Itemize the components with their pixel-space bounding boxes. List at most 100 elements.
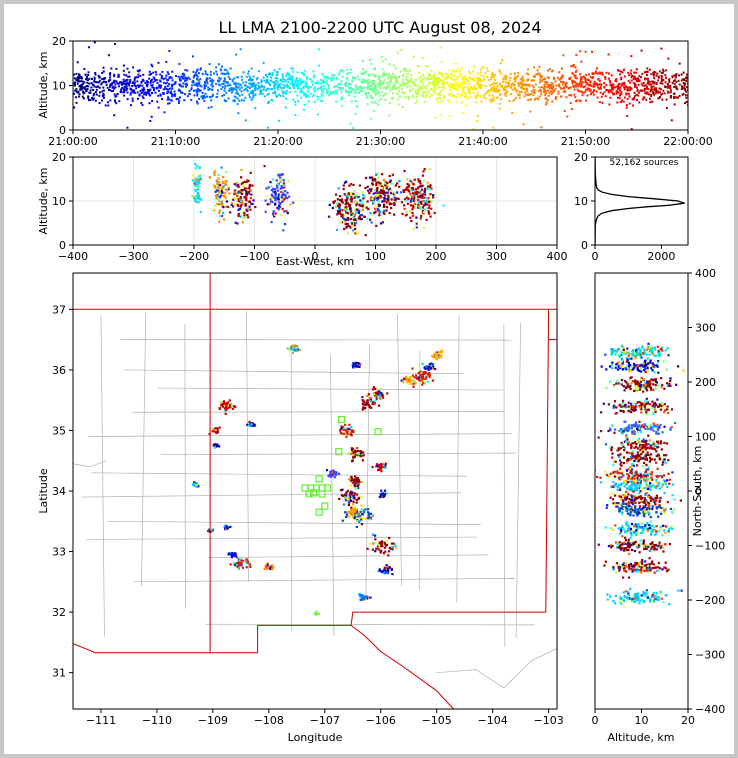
time-altitude-source (459, 73, 462, 76)
time-altitude-source (353, 89, 356, 92)
ew-source (214, 190, 217, 193)
ew-source (194, 190, 197, 193)
time-altitude-source (101, 81, 104, 84)
time-altitude-source (418, 72, 421, 75)
time-altitude-source (167, 96, 170, 99)
time-altitude-source (490, 73, 493, 76)
time-altitude-source (178, 102, 180, 105)
time-altitude-source (615, 78, 618, 81)
time-altitude-source (304, 92, 307, 95)
time-altitude-source (463, 86, 466, 89)
time-altitude-source (669, 84, 672, 87)
time-altitude-source (623, 96, 626, 99)
time-altitude-source (461, 86, 464, 89)
ew-source (349, 207, 352, 210)
ew-source (274, 212, 277, 215)
time-altitude-source (568, 94, 571, 97)
map-source (350, 429, 353, 432)
time-altitude-source (673, 74, 676, 77)
ew-source (220, 187, 223, 190)
time-altitude-source (263, 79, 266, 82)
time-altitude-source (520, 81, 523, 84)
time-altitude-source (146, 85, 149, 88)
time-altitude-source (457, 93, 459, 96)
time-altitude-source (458, 69, 461, 72)
time-altitude-source (378, 76, 381, 78)
time-altitude-source (511, 88, 514, 91)
time-altitude-source (338, 82, 341, 85)
time-altitude-source (536, 73, 539, 76)
time-altitude-source (683, 87, 686, 90)
county-border (436, 648, 557, 689)
time-altitude-source (233, 95, 236, 98)
ew-source (250, 193, 253, 196)
county-border (330, 354, 335, 637)
time-altitude-source (89, 91, 92, 94)
ew-source (393, 213, 396, 216)
time-altitude-source (84, 88, 87, 91)
time-altitude-source (94, 99, 97, 102)
time-altitude-sources (73, 41, 688, 130)
time-altitude-source (591, 91, 594, 94)
time-altitude-source (417, 89, 420, 92)
time-altitude-source (481, 84, 484, 87)
ew-source (419, 180, 422, 183)
time-altitude-source (540, 80, 543, 83)
map-source (348, 501, 351, 504)
time-altitude-source (671, 75, 674, 78)
time-altitude-source (107, 80, 110, 83)
time-altitude-source (414, 102, 417, 105)
map-source (237, 562, 240, 565)
time-altitude-source (539, 88, 542, 91)
time-altitude-source (365, 92, 368, 95)
time-altitude-source (276, 73, 279, 76)
ew-source (390, 198, 393, 201)
time-altitude-source (320, 82, 322, 85)
ns-source (628, 386, 631, 389)
ew-source (414, 188, 418, 191)
ew-source (279, 187, 282, 190)
map-source (354, 364, 357, 367)
time-altitude-source (103, 77, 106, 80)
time-altitude-source (311, 83, 314, 86)
map-source (388, 546, 391, 549)
time-altitude-source (506, 90, 509, 93)
time-altitude-source (369, 88, 372, 91)
time-altitude-source (525, 87, 528, 90)
time-altitude-source (622, 100, 625, 103)
map-source (352, 456, 355, 459)
time-altitude-source (158, 84, 161, 87)
time-altitude-source (450, 72, 453, 75)
ew-source (347, 192, 350, 195)
time-altitude-source (172, 94, 175, 97)
ew-source (366, 185, 369, 188)
time-altitude-source (646, 77, 649, 80)
time-altitude-source (682, 71, 685, 74)
time-altitude-source (319, 78, 322, 81)
ew-source (268, 202, 271, 205)
map-source (355, 361, 358, 364)
map-source (403, 377, 406, 380)
map-source (385, 567, 388, 570)
time-altitude-source (223, 77, 226, 80)
map-source (354, 515, 358, 518)
time-altitude-source (312, 88, 315, 91)
time-altitude-source (239, 48, 242, 51)
time-altitude-source (275, 95, 278, 97)
time-altitude-source (204, 80, 206, 83)
time-altitude-source (630, 87, 633, 90)
map-source (232, 554, 235, 557)
ew-source (281, 186, 284, 190)
time-altitude-source (204, 92, 207, 95)
time-altitude-source (575, 53, 578, 56)
time-altitude-source (595, 82, 597, 85)
time-altitude-source (244, 119, 247, 122)
ns-source (623, 389, 626, 392)
map-source (346, 430, 349, 433)
time-altitude-source (298, 77, 301, 80)
time-altitude-source (439, 78, 442, 81)
time-altitude-source (90, 82, 93, 85)
time-altitude-source (339, 69, 342, 72)
ew-source (378, 204, 381, 208)
ew-source (244, 203, 247, 206)
